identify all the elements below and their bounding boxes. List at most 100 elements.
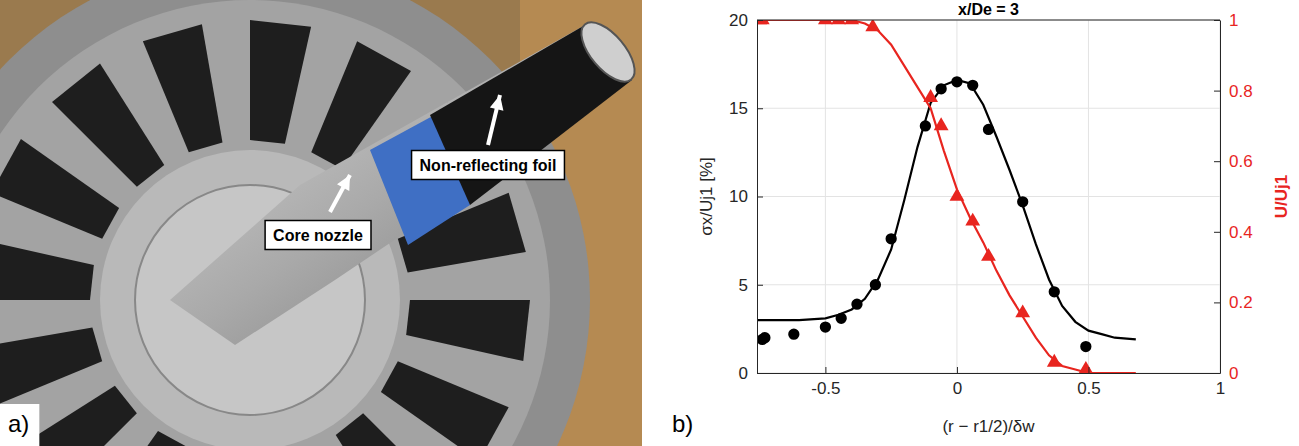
tick-mark: [1214, 232, 1220, 233]
tick-mark: [757, 108, 763, 109]
y-axis-title: σx/Uj1 [%]: [697, 157, 716, 236]
annotation-box: [265, 221, 371, 250]
core-nozzle: [170, 25, 632, 345]
triangle-marker: [1078, 361, 1093, 373]
tick-mark: [1214, 20, 1220, 21]
arrow-head: [337, 175, 350, 191]
tick-mark: [1088, 367, 1089, 373]
circle-marker: [1049, 286, 1060, 297]
flange-slot: [52, 64, 164, 187]
panel-label-box: [0, 404, 39, 446]
flange-slot: [250, 20, 311, 144]
tick: 1: [1214, 11, 1238, 30]
flange: [0, 0, 590, 446]
panel-label: a): [8, 410, 29, 437]
triangle-marker: [950, 188, 965, 201]
flange-slot: [0, 239, 94, 300]
tick-label: 20: [729, 11, 748, 30]
axis: 0 0.2 0.4 0.6 0.8 1: [1214, 11, 1253, 383]
tick-label: 0.4: [1229, 223, 1253, 242]
tick-mark: [1214, 373, 1220, 374]
tick-mark: [1214, 302, 1220, 303]
tick: 0.6: [1214, 152, 1253, 171]
tick-label: -0.5: [811, 379, 840, 398]
circle-marker: [820, 321, 831, 332]
triangle-marker: [934, 117, 949, 130]
tick-label: 0.5: [1077, 379, 1101, 398]
grid-line: [757, 108, 1220, 109]
annotation: Core nozzle: [273, 227, 363, 244]
circle-marker: [920, 120, 931, 131]
tick: 0: [1214, 364, 1238, 383]
grid: [757, 20, 1220, 373]
circle-marker: [1017, 196, 1028, 207]
circle-marker: [936, 83, 947, 94]
tick: 0.2: [1214, 293, 1253, 312]
x-axis-title: (r − r1/2)/δw: [942, 417, 1035, 436]
chart-panel: -0.500.510510152000.20.40.60.81x/De = 3(…: [672, 1, 1291, 437]
triangle-marker: [818, 20, 833, 24]
flange-slot: [406, 300, 530, 361]
y2-axis-title: U/Uj1: [1272, 175, 1291, 218]
tick: 0: [739, 364, 763, 383]
flange-slot: [381, 361, 509, 446]
arrow-head: [490, 95, 504, 111]
photo-panel: Non-reflecting foil Core nozzle a): [0, 0, 642, 446]
tick: 10: [729, 187, 763, 206]
tick-mark: [1214, 91, 1220, 92]
triangle-marker: [1047, 354, 1062, 367]
plot-marks: [757, 20, 1136, 373]
plot-frame: [757, 20, 1220, 21]
circle-marker: [788, 329, 799, 340]
flange-slot: [0, 139, 119, 239]
tick-label: 5: [739, 276, 748, 295]
axis: -0.500.51: [758, 367, 1226, 398]
tick: 20: [729, 11, 763, 30]
circle-marker: [759, 332, 770, 343]
triangle-marker: [965, 213, 980, 226]
circle-marker: [836, 313, 847, 324]
tick-label: 0: [739, 364, 748, 383]
arrow-shaft: [330, 175, 350, 212]
tick-label: 0.2: [1229, 293, 1253, 312]
triangle-marker: [865, 20, 880, 31]
chart-title: x/De = 3: [958, 1, 1019, 18]
grid-line: [757, 20, 1220, 21]
tick: 0.5: [1077, 367, 1101, 398]
panel-label: b): [672, 410, 693, 437]
annotation: Non-reflecting foil: [420, 157, 557, 174]
flange-slot: [0, 327, 102, 407]
nozzle-exit: [572, 13, 642, 90]
flange-slot: [336, 413, 448, 446]
axis-line: [1220, 21, 1221, 374]
circle-marker: [851, 299, 862, 310]
tick-label: 1: [1229, 11, 1238, 30]
triangle-marker: [757, 20, 770, 24]
triangle-marker: [981, 248, 996, 261]
tick-label: 10: [729, 187, 748, 206]
circle-marker: [1080, 341, 1091, 352]
circle-marker: [951, 76, 962, 87]
tick: 0.8: [1214, 82, 1253, 101]
series-line: [757, 20, 1136, 373]
triangle-marker: [844, 20, 859, 24]
tick: 15: [729, 99, 763, 118]
grid-line: [757, 196, 1220, 197]
tick-mark: [757, 20, 763, 21]
tick-mark: [757, 373, 763, 374]
tick-mark: [757, 285, 763, 286]
tick: -0.5: [811, 367, 840, 398]
circle-marker: [983, 124, 994, 135]
tick-mark: [825, 367, 826, 373]
figure: Non-reflecting foil Core nozzle a) -0.5 0 0.5…: [0, 0, 1299, 446]
triangle-marker: [1015, 304, 1030, 317]
tick: 0.4: [1214, 223, 1253, 242]
triangle-marker: [923, 89, 938, 102]
tick-mark: [1214, 161, 1220, 162]
grid-line: [757, 373, 1220, 374]
series-line: [757, 80, 1136, 339]
tick: 0: [953, 367, 962, 398]
tick-label: 0: [953, 379, 962, 398]
tick-mark: [957, 367, 958, 373]
circle-marker: [886, 233, 897, 244]
